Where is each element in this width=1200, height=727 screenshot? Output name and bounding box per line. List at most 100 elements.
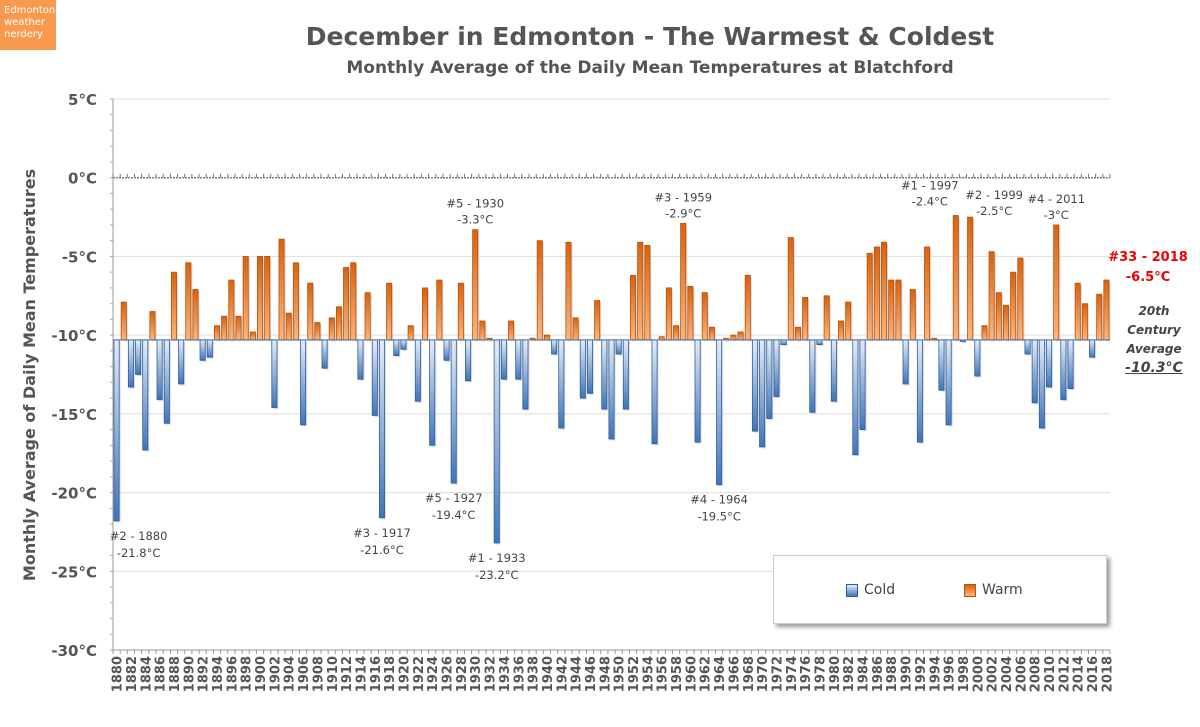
average-value: -10.3°C — [1125, 360, 1183, 376]
bar-2006 — [1017, 257, 1024, 341]
bar-2010 — [1046, 339, 1053, 388]
bar-1931 — [479, 320, 486, 341]
y-tick-label: -15°C — [51, 406, 97, 424]
bar-1946 — [586, 339, 593, 394]
x-tick-label: 1964 — [713, 656, 728, 692]
y-tick-label: -25°C — [51, 563, 97, 581]
annotation-value: -3.3°C — [457, 213, 493, 227]
bar-2004 — [1002, 304, 1009, 341]
x-tick-label: 2002 — [986, 656, 1001, 692]
bar-1898 — [242, 256, 249, 341]
x-tick-label: 1880 — [111, 656, 126, 692]
bar-1999 — [967, 216, 974, 341]
annotation-value: -2.4°C — [912, 194, 948, 208]
bar-1950 — [615, 339, 622, 355]
x-tick-label: 1984 — [857, 656, 872, 692]
y-axis-label: Monthly Average of Daily Mean Temperatur… — [20, 169, 39, 581]
annotation-label: #5 - 1930 — [446, 197, 504, 211]
bar-1906 — [300, 339, 307, 426]
y-tick-label: -5°C — [62, 248, 97, 266]
average-line2: Century — [1127, 323, 1181, 337]
annotation-label: #5 - 1927 — [425, 491, 483, 505]
bar-1967 — [737, 331, 744, 341]
x-tick-label: 1978 — [814, 656, 829, 692]
x-tick-label: 1990 — [900, 656, 915, 692]
x-tick-label: 1930 — [469, 656, 484, 692]
bar-1978 — [816, 339, 823, 345]
brand-badge: Edmonton weather nerdery — [0, 0, 56, 50]
bar-1929 — [465, 339, 472, 382]
x-tick-label: 2016 — [1086, 656, 1101, 692]
x-tick-label: 1888 — [168, 656, 183, 692]
bar-1945 — [579, 339, 586, 399]
x-tick-label: 2010 — [1043, 656, 1058, 692]
bar-1907 — [307, 282, 314, 341]
annotation-value: -19.4°C — [432, 508, 476, 522]
bar-1911 — [335, 306, 342, 341]
x-tick-label: 1906 — [297, 656, 312, 692]
x-tick-label: 2008 — [1029, 656, 1044, 692]
bar-2005 — [1010, 271, 1017, 341]
bar-1968 — [744, 274, 751, 341]
x-tick-label: 1902 — [268, 656, 283, 692]
bar-2001 — [981, 325, 988, 341]
bar-1973 — [780, 339, 787, 345]
annotation-value: -19.5°C — [697, 510, 741, 524]
bar-1970 — [759, 339, 766, 448]
bar-1921 — [407, 325, 414, 341]
bar-1952 — [630, 274, 637, 341]
bar-1959 — [680, 222, 687, 341]
bar-1923 — [422, 287, 429, 341]
bar-shadow — [488, 339, 494, 342]
bar-1963 — [708, 326, 715, 341]
bar-1917 — [378, 339, 385, 519]
x-tick-label: 1922 — [412, 656, 427, 692]
chart-title: December in Edmonton - The Warmest & Col… — [305, 22, 995, 51]
x-tick-label: 1882 — [125, 656, 140, 692]
x-tick-label: 1954 — [641, 656, 656, 692]
y-tick-label: 5°C — [68, 91, 97, 109]
x-tick-label: 1962 — [699, 656, 714, 692]
x-tick-label: 1918 — [383, 656, 398, 692]
bar-1979 — [823, 295, 830, 341]
x-tick-label: 2006 — [1014, 656, 1029, 692]
bar-1891 — [192, 289, 199, 341]
x-tick-label: 1934 — [498, 656, 513, 692]
bar-1964 — [716, 339, 723, 486]
bar-1983 — [852, 339, 859, 456]
bar-1930 — [472, 229, 479, 341]
x-tick-label: 1994 — [928, 656, 943, 692]
bar-1953 — [637, 241, 644, 341]
x-tick-label: 1892 — [197, 656, 212, 692]
bar-1980 — [830, 339, 837, 402]
average-note: 20th Century Average -10.3°C — [1112, 302, 1196, 378]
x-tick-label: 1886 — [154, 656, 169, 692]
bar-1960 — [687, 285, 694, 341]
bar-shadow — [531, 339, 537, 342]
bar-1888 — [170, 271, 177, 341]
x-tick-label: 1920 — [397, 656, 412, 692]
bar-1902 — [271, 339, 278, 408]
bar-1934 — [500, 339, 507, 380]
bar-1892 — [199, 339, 206, 361]
bar-1928 — [457, 282, 464, 341]
x-tick-label: 1970 — [756, 656, 771, 692]
bar-1903 — [278, 238, 285, 341]
bar-1947 — [594, 300, 601, 341]
annotation-value: -2.5°C — [976, 204, 1012, 218]
bar-shadow — [933, 339, 939, 342]
warm-swatch-icon — [964, 583, 976, 597]
bar-1925 — [436, 279, 443, 341]
legend: Cold Warm — [773, 555, 1107, 624]
bar-1884 — [142, 339, 149, 451]
average-line3: Average — [1126, 342, 1182, 356]
bar-1957 — [665, 287, 672, 341]
x-tick-label: 1936 — [512, 656, 527, 692]
bar-1937 — [522, 339, 529, 410]
bar-1913 — [350, 262, 357, 341]
bar-1924 — [429, 339, 436, 446]
bar-1889 — [178, 339, 185, 385]
bar-1916 — [371, 339, 378, 416]
legend-warm-label: Warm — [982, 582, 1023, 598]
annotation-label: #4 - 2011 — [1027, 192, 1085, 206]
